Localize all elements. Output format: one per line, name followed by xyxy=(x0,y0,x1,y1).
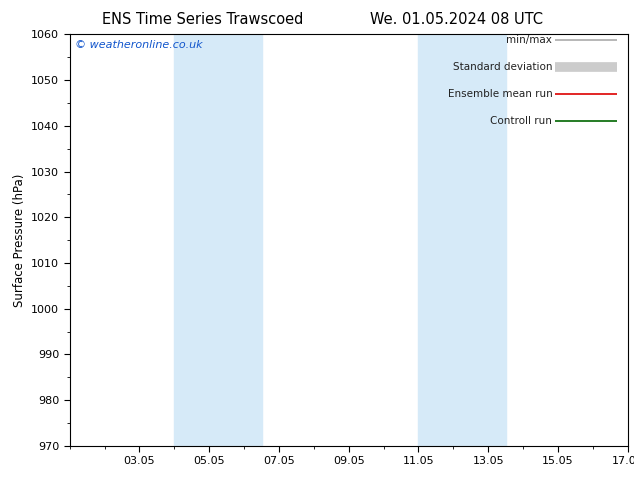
Y-axis label: Surface Pressure (hPa): Surface Pressure (hPa) xyxy=(13,173,25,307)
Text: © weatheronline.co.uk: © weatheronline.co.uk xyxy=(75,41,203,50)
Text: min/max: min/max xyxy=(507,35,552,46)
Text: Standard deviation: Standard deviation xyxy=(453,62,552,72)
Bar xyxy=(174,34,261,446)
Text: We. 01.05.2024 08 UTC: We. 01.05.2024 08 UTC xyxy=(370,12,543,27)
Bar xyxy=(418,34,506,446)
Text: Ensemble mean run: Ensemble mean run xyxy=(448,89,552,99)
Text: ENS Time Series Trawscoed: ENS Time Series Trawscoed xyxy=(102,12,304,27)
Text: Controll run: Controll run xyxy=(491,116,552,126)
